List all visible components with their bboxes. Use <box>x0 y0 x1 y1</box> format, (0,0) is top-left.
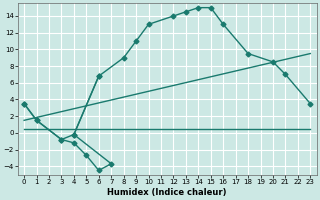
X-axis label: Humidex (Indice chaleur): Humidex (Indice chaleur) <box>108 188 227 197</box>
